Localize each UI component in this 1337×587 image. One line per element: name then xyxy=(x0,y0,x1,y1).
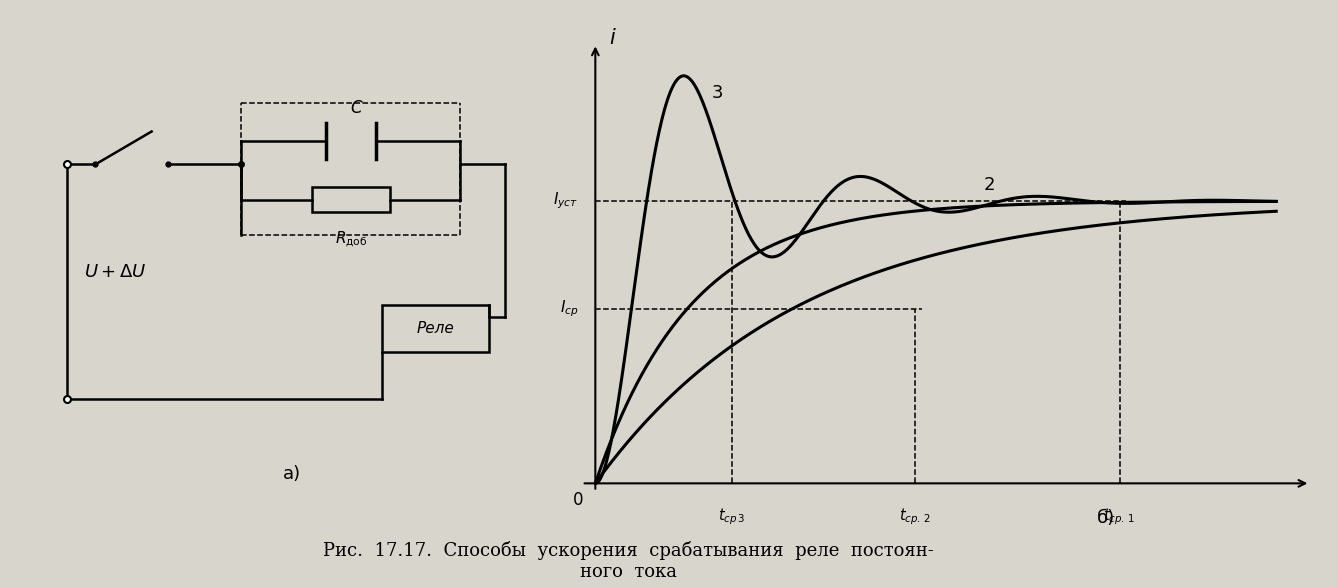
Text: $t_{ср.\,1}$: $t_{ср.\,1}$ xyxy=(1103,506,1135,527)
Text: $t_{ср\,3}$: $t_{ср\,3}$ xyxy=(718,506,745,527)
Text: б): б) xyxy=(1096,509,1115,527)
Text: Рис.  17.17.  Способы  ускорения  срабатывания  реле  постоян-
ного  тока: Рис. 17.17. Способы ускорения срабатыван… xyxy=(324,541,933,581)
Text: Реле: Реле xyxy=(416,321,455,336)
Text: $I_{уст}$: $I_{уст}$ xyxy=(554,191,579,211)
Text: $U+\Delta U$: $U+\Delta U$ xyxy=(84,264,147,281)
Text: $t_{ср.\,2}$: $t_{ср.\,2}$ xyxy=(900,506,932,527)
Bar xyxy=(312,187,390,212)
Text: 0: 0 xyxy=(574,491,583,509)
Text: $R_{\mathsf{доб}}$: $R_{\mathsf{доб}}$ xyxy=(334,229,368,249)
Text: а): а) xyxy=(283,465,301,483)
Text: 3: 3 xyxy=(711,85,723,102)
Text: $i$: $i$ xyxy=(608,28,616,48)
Text: C: C xyxy=(350,99,362,117)
Text: $I_{ср}$: $I_{ср}$ xyxy=(560,299,579,319)
Text: 2: 2 xyxy=(984,176,995,194)
Bar xyxy=(382,305,488,352)
